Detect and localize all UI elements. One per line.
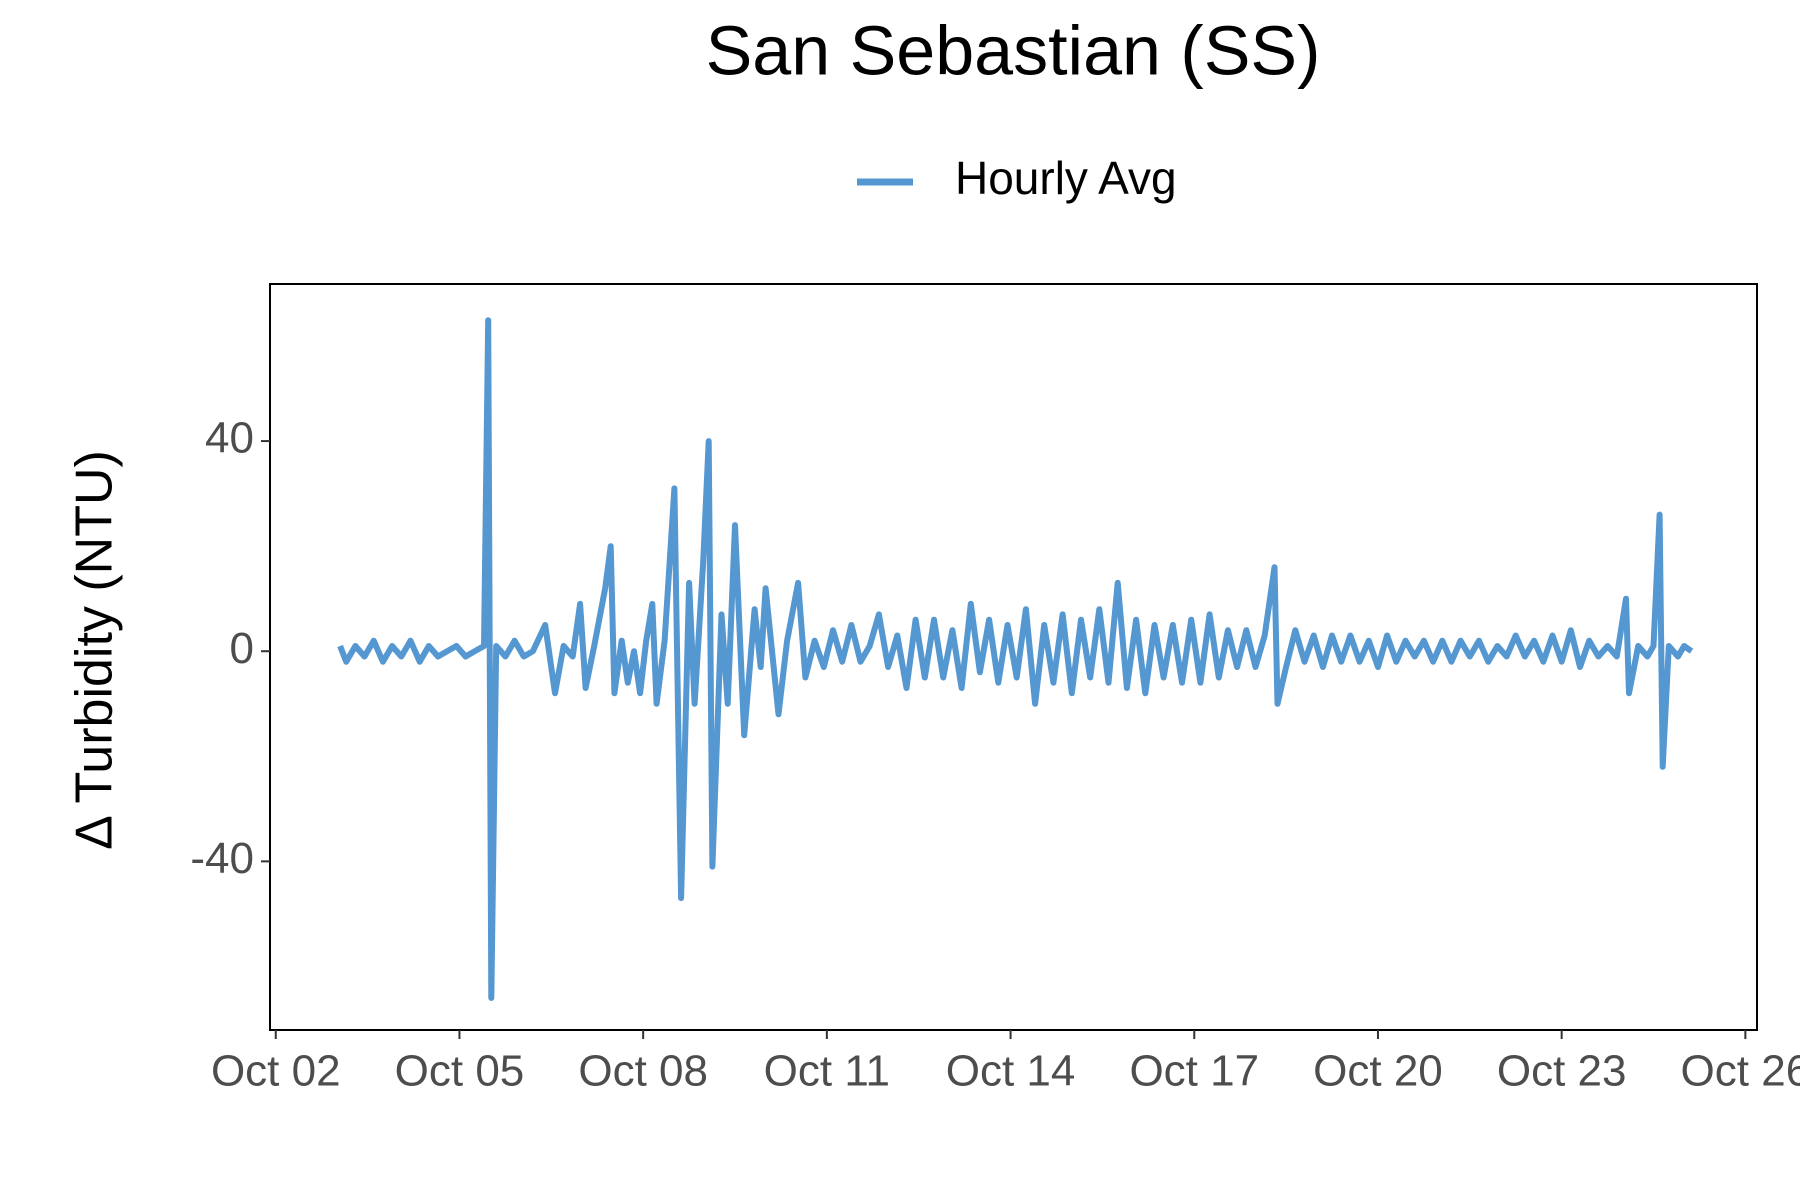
y-tick-label: -40 [190, 834, 254, 883]
plot-border [269, 283, 1758, 1031]
x-tick-label: Oct 17 [1129, 1047, 1259, 1096]
legend-label: Hourly Avg [955, 152, 1177, 204]
x-tick-label: Oct 26 [1681, 1047, 1800, 1096]
y-tick-label: 40 [205, 414, 254, 463]
x-tick-label: Oct 23 [1497, 1047, 1627, 1096]
x-tick-label: Oct 11 [764, 1047, 890, 1096]
x-tick-label: Oct 08 [578, 1047, 708, 1096]
x-tick-label: Oct 14 [946, 1047, 1076, 1096]
y-axis-label: Δ Turbidity (NTU) [66, 450, 124, 850]
x-tick-label: Oct 02 [211, 1047, 341, 1096]
x-tick-label: Oct 20 [1313, 1047, 1443, 1096]
data-line [337, 317, 1694, 1001]
x-tick-label: Oct 05 [395, 1047, 525, 1096]
chart-title: San Sebastian (SS) [706, 11, 1321, 89]
y-tick-label: 0 [230, 624, 254, 673]
